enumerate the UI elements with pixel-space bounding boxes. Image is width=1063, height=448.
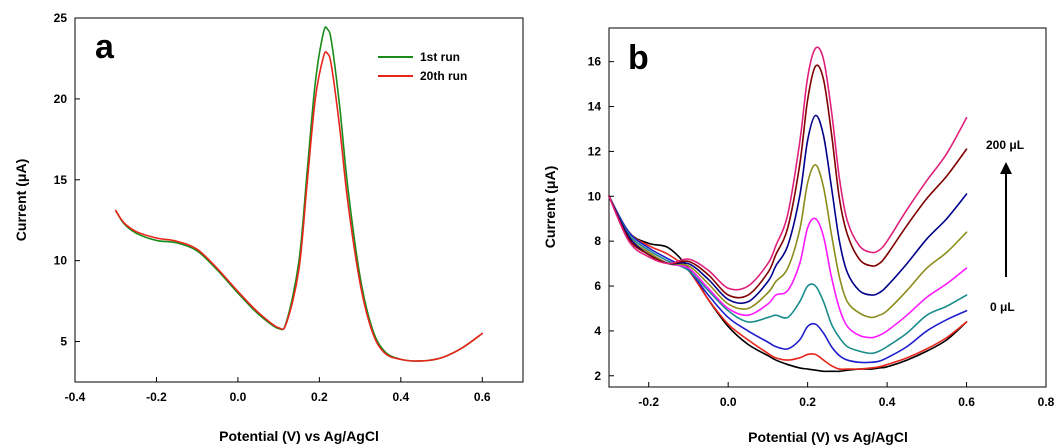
panel-a-x-axis-label: Potential (V) vs Ag/AgCl: [219, 428, 379, 444]
y-tick-label: 2: [594, 369, 601, 383]
series-line-4: [608, 195, 968, 355]
legend-label-1st-run: 1st run: [420, 50, 460, 64]
series-line-6: [608, 164, 968, 319]
x-tick-label: 0.4: [879, 395, 896, 409]
concentration-annotation: 200 μL 0 μL: [986, 138, 1024, 314]
panel-a-frame: [74, 17, 524, 383]
y-tick-label: 6: [594, 279, 601, 293]
y-tick-label: 8: [594, 234, 601, 248]
series-line-1: [608, 195, 968, 373]
series-line-20th-run: [114, 50, 484, 362]
x-tick-label: -0.4: [65, 390, 86, 404]
x-tick-label: -0.2: [146, 390, 167, 404]
y-tick-label: 14: [588, 100, 602, 114]
annotation-200-ul: 200 μL: [986, 138, 1024, 152]
panel-b: -0.2 0.0 0.2 0.4 0.6 0.8 2 4 6 8 10 12 14 16 b Poten…: [542, 27, 1055, 445]
panel-b-frame: [608, 27, 1047, 388]
annotation-0-ul: 0 μL: [990, 300, 1015, 314]
x-tick-label: 0.8: [1038, 395, 1055, 409]
panel-a-letter: a: [95, 28, 115, 66]
x-tick-label: 0.0: [230, 390, 247, 404]
x-tick-label: 0.2: [311, 390, 328, 404]
panel-a-legend: 1st run 20th run: [378, 50, 467, 83]
panel-b-x-ticks: -0.2 0.0 0.2 0.4 0.6 0.8: [638, 382, 1055, 409]
panel-b-letter: b: [628, 39, 649, 77]
annotation-arrow-head: [1000, 162, 1012, 174]
panel-a-y-axis-label: Current (μA): [13, 159, 29, 241]
panel-b-y-ticks: 2 4 6 8 10 12 14 16: [588, 55, 614, 383]
panel-a-curves: [114, 26, 484, 362]
series-line-7: [608, 114, 968, 305]
series-line-8: [608, 64, 968, 299]
series-line-5: [608, 195, 968, 339]
y-tick-label: 20: [54, 92, 68, 106]
y-tick-label: 4: [594, 324, 601, 338]
panel-b-x-axis-label: Potential (V) vs Ag/AgCl: [748, 429, 908, 445]
panel-a-y-ticks: 5 10 15 20 25: [54, 11, 80, 349]
panel-b-y-axis-label: Current (μA): [542, 166, 558, 248]
y-tick-label: 25: [54, 11, 68, 25]
panel-b-curves: [608, 46, 968, 373]
x-tick-label: 0.0: [720, 395, 737, 409]
y-tick-label: 12: [588, 144, 602, 158]
x-tick-label: 0.4: [392, 390, 409, 404]
y-tick-label: 10: [54, 254, 68, 268]
x-tick-label: 0.6: [958, 395, 975, 409]
panel-a-x-ticks: -0.4 -0.2 0.0 0.2 0.4 0.6: [65, 377, 491, 404]
legend-label-20th-run: 20th run: [420, 69, 467, 83]
y-tick-label: 15: [54, 173, 68, 187]
x-tick-label: 0.2: [799, 395, 816, 409]
y-tick-label: 16: [588, 55, 602, 69]
panel-a: -0.4 -0.2 0.0 0.2 0.4 0.6 5 10 15 20 25 a Potenti…: [13, 11, 524, 444]
y-tick-label: 5: [60, 335, 67, 349]
y-tick-label: 10: [588, 189, 602, 203]
series-line-9: [608, 46, 968, 291]
x-tick-label: 0.6: [474, 390, 491, 404]
series-line-3: [608, 195, 968, 364]
x-tick-label: -0.2: [638, 395, 659, 409]
